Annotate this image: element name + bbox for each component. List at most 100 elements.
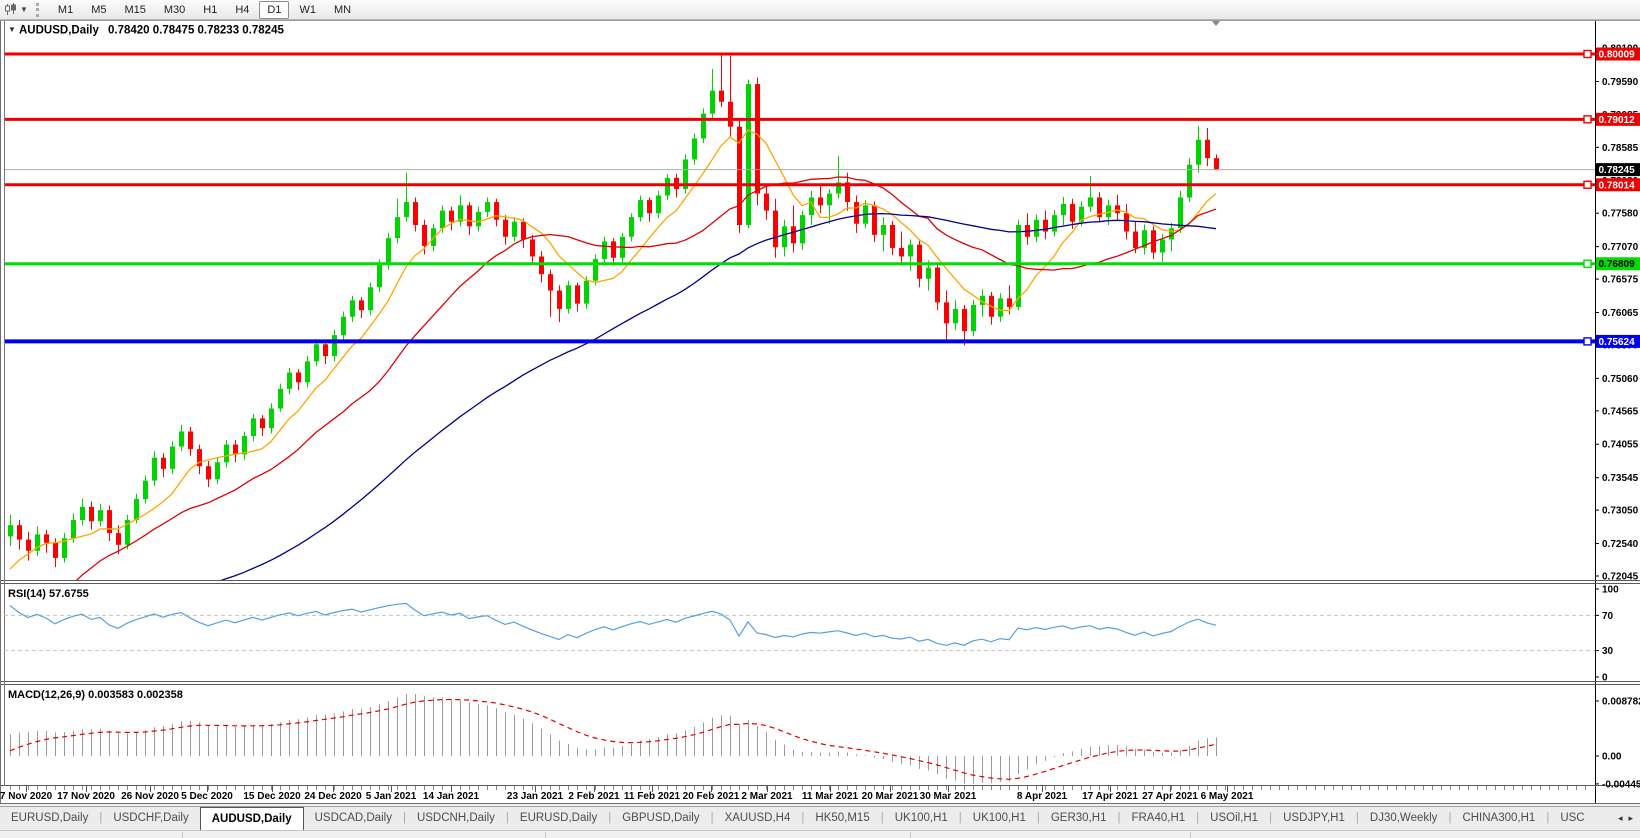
svg-text:0.00: 0.00 bbox=[1602, 752, 1622, 763]
horizontal-line-0.75624[interactable]: 0.75624 bbox=[4, 334, 1640, 348]
chart-tab-usdcnh-daily[interactable]: USDCNH,Daily bbox=[416, 812, 495, 824]
chart-title: ▼ AUDUSD,Daily 0.78420 0.78475 0.78233 0.7… bbox=[8, 25, 284, 37]
timeframe-button-h4[interactable]: H4 bbox=[235, 3, 250, 16]
tab-divider: | bbox=[608, 812, 612, 824]
date-label: 11 Feb 2021 bbox=[624, 791, 681, 802]
timeframe-button-d1[interactable]: D1 bbox=[259, 0, 290, 19]
tab-divider: | bbox=[1196, 812, 1200, 824]
chart-tab-ger30-h1[interactable]: GER30,H1 bbox=[1050, 812, 1107, 824]
time-axis[interactable]: 7 Nov 2020 17 Nov 2020 26 Nov 2020 5 Dec 20… bbox=[0, 786, 1586, 802]
chart-tab-uk100-h1[interactable]: UK100,H1 bbox=[972, 812, 1026, 824]
chart-tab-usdjpy-h1[interactable]: USDJPY,H1 bbox=[1283, 812, 1345, 824]
horizontal-line-0.76809[interactable]: 0.76809 bbox=[4, 257, 1640, 271]
horizontal-line-0.79012[interactable]: 0.79012 bbox=[4, 112, 1640, 126]
svg-text:0.77070: 0.77070 bbox=[1602, 242, 1639, 253]
svg-text:70: 70 bbox=[1602, 611, 1614, 622]
macd-signal-line bbox=[9, 698, 1217, 780]
tab-divider: | bbox=[880, 812, 884, 824]
tab-divider: | bbox=[1448, 812, 1452, 824]
chart-tab-xauusd-h4[interactable]: XAUUSD,H4 bbox=[724, 812, 791, 824]
chart-area: 0.801000.795900.790850.785850.780800.775… bbox=[0, 20, 1640, 804]
svg-text:0.73050: 0.73050 bbox=[1602, 506, 1639, 517]
date-label: 17 Nov 2020 bbox=[57, 791, 115, 802]
timeframe-button-mn[interactable]: MN bbox=[333, 3, 352, 16]
ma-line-medium bbox=[75, 176, 1217, 580]
horizontal-line-0.80009[interactable]: 0.80009 bbox=[4, 47, 1640, 61]
chart-tab-hk50-m15[interactable]: HK50,M15 bbox=[815, 812, 870, 824]
date-label: 14 Jan 2021 bbox=[423, 791, 480, 802]
timeframe-button-m5[interactable]: M5 bbox=[91, 3, 107, 16]
chart-tab-eurusd-daily[interactable]: EURUSD,Daily bbox=[11, 812, 89, 824]
svg-text:100: 100 bbox=[1602, 585, 1619, 596]
svg-text:0.78585: 0.78585 bbox=[1602, 143, 1639, 154]
symbol-period-label: AUDUSD,Daily bbox=[19, 25, 99, 37]
date-label: 20 Feb 2021 bbox=[683, 791, 740, 802]
ohlc-values: 0.78420 0.78475 0.78233 0.78245 bbox=[108, 25, 284, 37]
chart-tab-bar: EURUSD,Daily | USDCHF,Daily AUDUSD,Daily USD… bbox=[0, 806, 1640, 830]
tab-divider: | bbox=[1036, 812, 1040, 824]
svg-text:0.76065: 0.76065 bbox=[1602, 308, 1639, 319]
tab-divider: | bbox=[1355, 812, 1359, 824]
rsi-line bbox=[9, 602, 1217, 647]
svg-text:0.72045: 0.72045 bbox=[1602, 571, 1639, 582]
rsi-label: RSI(14) 57.6755 bbox=[8, 588, 89, 600]
chart-tab-china300-h1[interactable]: CHINA300,H1 bbox=[1462, 812, 1536, 824]
timeframe-button-h1[interactable]: H1 bbox=[203, 3, 218, 16]
tab-scroll-right-button[interactable]: ▸ bbox=[1628, 813, 1633, 823]
chart-shift-marker[interactable] bbox=[1212, 21, 1220, 26]
tab-divider: | bbox=[710, 812, 714, 824]
macd-pane: 0.008782 0.00 -0.004451 MACD(12,26,9) 0.003… bbox=[8, 689, 1640, 790]
chart-type-dropdown-button[interactable]: ▼ bbox=[0, 1, 30, 19]
timeframe-button-w1[interactable]: W1 bbox=[299, 3, 316, 16]
svg-text:0.78245: 0.78245 bbox=[1599, 165, 1636, 176]
date-label: 24 Dec 2020 bbox=[304, 791, 362, 802]
svg-text:0: 0 bbox=[1602, 673, 1608, 684]
chart-tab-fra40-h1[interactable]: FRA40,H1 bbox=[1131, 812, 1186, 824]
date-label: 5 Dec 2020 bbox=[181, 791, 233, 802]
tab-divider: | bbox=[402, 812, 406, 824]
candlestick-chart-icon bbox=[5, 3, 16, 15]
svg-text:-0.004451: -0.004451 bbox=[1602, 779, 1640, 790]
status-divider bbox=[910, 832, 911, 838]
svg-text:0.80009: 0.80009 bbox=[1599, 50, 1636, 61]
svg-text:0.75060: 0.75060 bbox=[1602, 374, 1639, 385]
status-bar bbox=[0, 830, 1640, 838]
top-toolbar: ▼ M1 M5 M15 M30 H1 H4 D1 W1 MN bbox=[0, 0, 1640, 20]
chart-tab-usc[interactable]: USC bbox=[1560, 812, 1585, 824]
chart-tab-usdcad-daily[interactable]: USDCAD,Daily bbox=[314, 812, 392, 824]
svg-text:0.76575: 0.76575 bbox=[1602, 275, 1639, 286]
svg-text:0.76809: 0.76809 bbox=[1599, 259, 1636, 270]
chart-tab-gbpusd-daily[interactable]: GBPUSD,Daily bbox=[622, 812, 700, 824]
rsi-pane: 100 70 30 0 RSI(14) 57.6755 bbox=[4, 585, 1619, 684]
chart-tab-audusd-daily[interactable]: AUDUSD,Daily bbox=[199, 807, 304, 830]
date-label: 5 Jan 2021 bbox=[366, 791, 417, 802]
current-price-label: 0.78245 bbox=[1596, 163, 1640, 177]
horizontal-line-0.78014[interactable]: 0.78014 bbox=[4, 178, 1640, 192]
date-label: 15 Dec 2020 bbox=[243, 791, 301, 802]
date-label: 30 Mar 2021 bbox=[920, 791, 977, 802]
chart-tab-dj30-weekly[interactable]: DJ30,Weekly bbox=[1369, 812, 1438, 824]
svg-text:0.73545: 0.73545 bbox=[1602, 473, 1639, 484]
chart-tab-usdchf-daily[interactable]: USDCHF,Daily bbox=[113, 812, 189, 824]
tab-divider: | bbox=[505, 812, 509, 824]
status-divider bbox=[182, 832, 183, 838]
timeframe-button-m1[interactable]: M1 bbox=[57, 3, 74, 16]
tab-divider: | bbox=[801, 812, 805, 824]
svg-text:0.79012: 0.79012 bbox=[1599, 115, 1636, 126]
macd-label: MACD(12,26,9) 0.003583 0.002358 bbox=[8, 689, 183, 701]
timeframe-button-m30[interactable]: M30 bbox=[163, 3, 186, 16]
chart-tab-usoil-h1[interactable]: USOil,H1 bbox=[1210, 812, 1259, 824]
chart-tab-uk100-h1[interactable]: UK100,H1 bbox=[894, 812, 948, 824]
svg-text:0.77580: 0.77580 bbox=[1602, 209, 1639, 220]
toolbar-drag-handle[interactable] bbox=[35, 2, 42, 17]
tab-scroll-left-button[interactable]: ◂ bbox=[1617, 813, 1623, 823]
svg-text:0.78014: 0.78014 bbox=[1599, 180, 1636, 191]
tab-divider: | bbox=[1546, 812, 1550, 824]
date-label: 11 Mar 2021 bbox=[802, 791, 859, 802]
timeframe-button-m15[interactable]: M15 bbox=[124, 3, 146, 16]
date-label: 8 Apr 2021 bbox=[1017, 791, 1068, 802]
chart-tab-eurusd-daily[interactable]: EURUSD,Daily bbox=[519, 812, 598, 824]
date-label: 7 Nov 2020 bbox=[0, 791, 53, 802]
tab-divider: | bbox=[1269, 812, 1273, 824]
ma-line-fast bbox=[9, 129, 1217, 570]
